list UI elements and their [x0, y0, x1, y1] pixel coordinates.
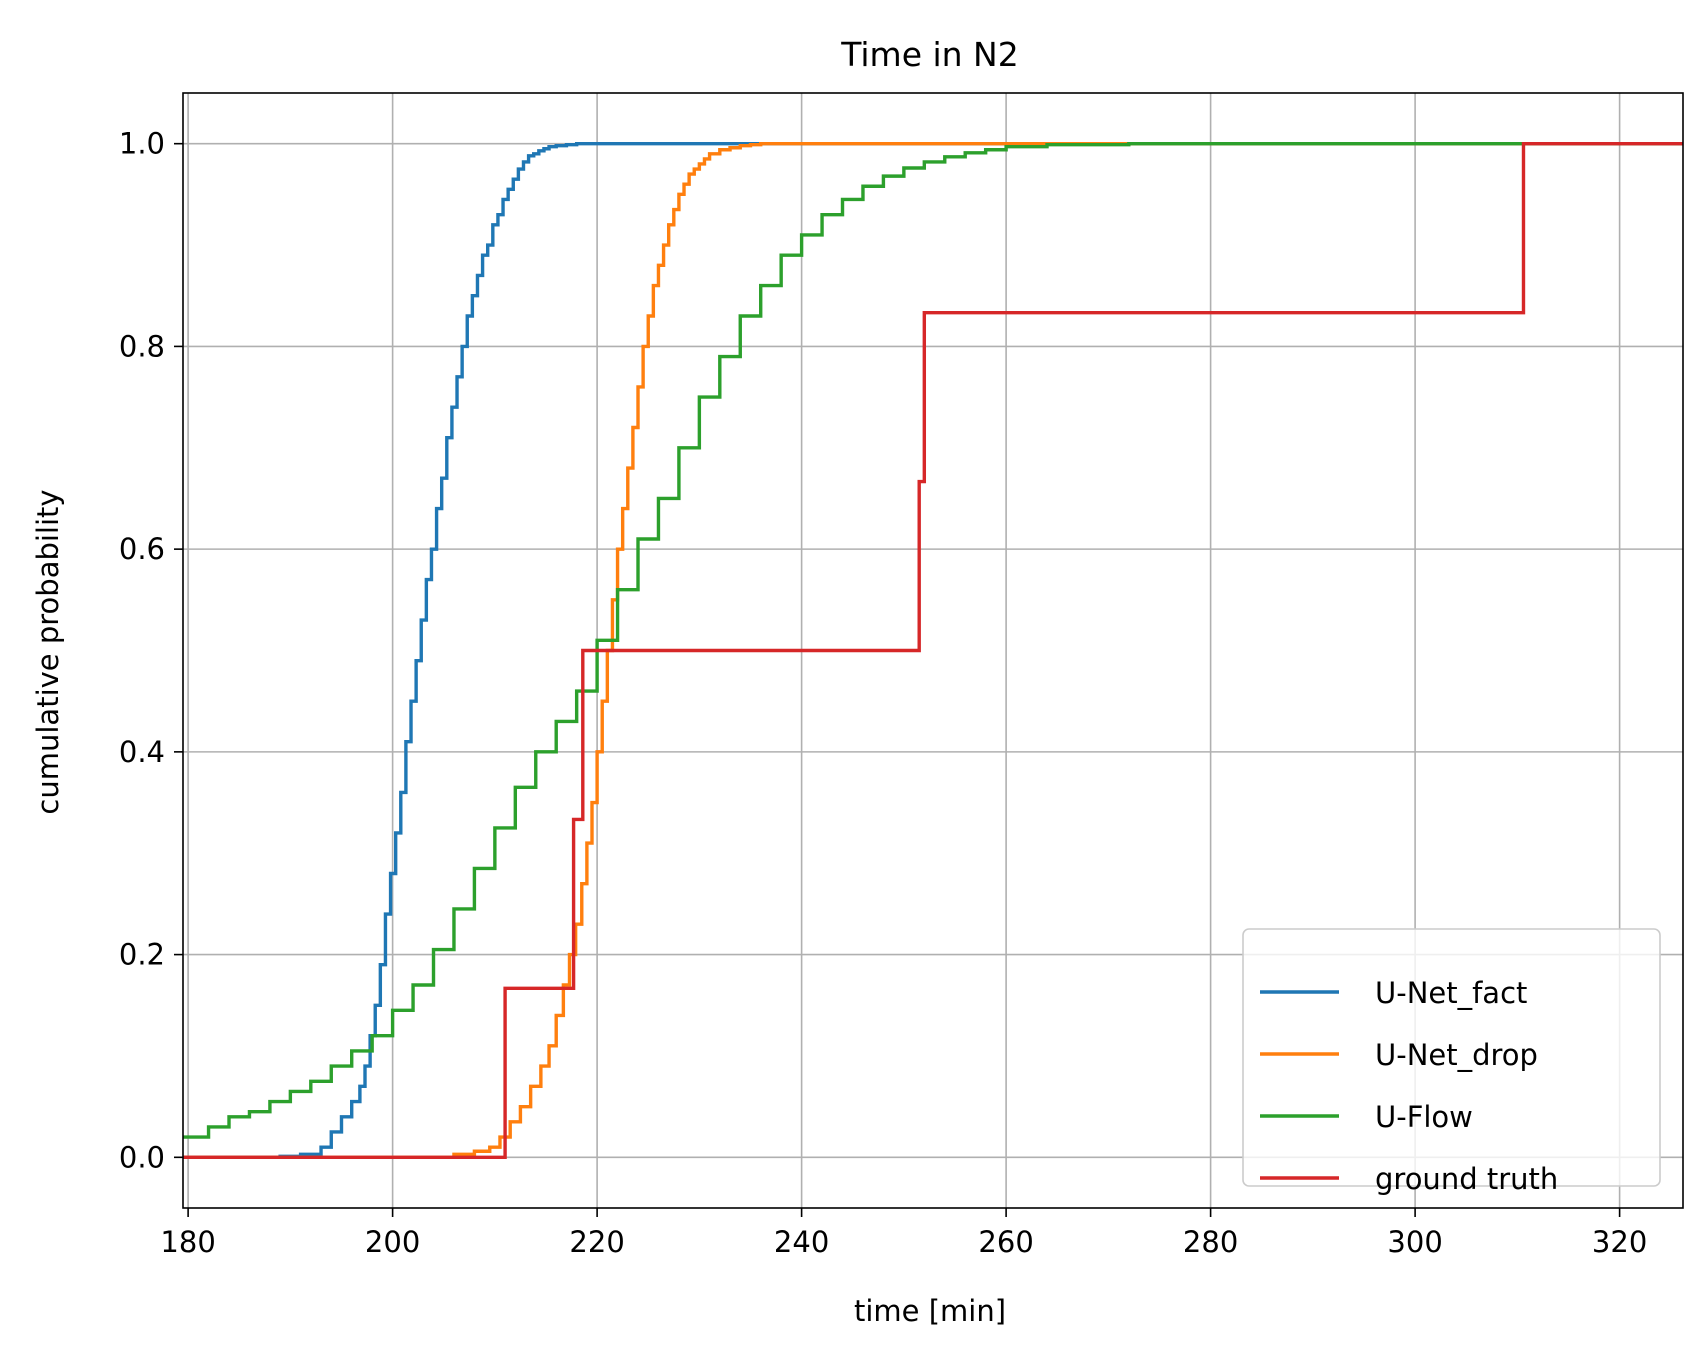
y-tick-label: 0.4 [119, 735, 165, 769]
y-axis: 0.0 0.2 0.4 0.6 0.8 1.0 [119, 127, 183, 1174]
x-tick-label: 240 [774, 1225, 829, 1259]
y-tick-label: 0.6 [119, 532, 165, 566]
legend-label: U-Flow [1375, 1100, 1473, 1134]
x-tick-label: 200 [365, 1225, 420, 1259]
plot-frame [182, 92, 1684, 1209]
x-axis-label: time [min] [854, 1294, 1006, 1328]
series-line-u-flow [183, 141, 1683, 1139]
x-tick-label: 260 [978, 1225, 1033, 1259]
x-tick-label: 220 [569, 1225, 624, 1259]
x-tick-label: 300 [1387, 1225, 1442, 1259]
legend: U-Net_fact U-Net_drop U-Flow ground truth [1242, 928, 1661, 1196]
x-axis: 180 200 220 240 260 280 300 320 [160, 1208, 1647, 1259]
y-tick-label: 0.0 [119, 1140, 165, 1174]
plot-lines [183, 141, 1683, 1160]
y-axis-label: cumulative probability [31, 489, 65, 814]
series-line-u-net-fact [183, 141, 1683, 1160]
chart-title: Time in N2 [840, 35, 1019, 74]
series-line-ground-truth [183, 141, 1683, 1160]
x-tick-label: 320 [1592, 1225, 1647, 1259]
legend-label: ground truth [1375, 1162, 1558, 1196]
y-tick-label: 1.0 [119, 127, 165, 161]
y-tick-label: 0.8 [119, 329, 165, 363]
x-tick-label: 180 [160, 1225, 215, 1259]
legend-label: U-Net_fact [1375, 976, 1527, 1010]
series-line-u-net-drop [183, 141, 1683, 1160]
legend-box [1242, 928, 1661, 1187]
y-tick-label: 0.2 [119, 938, 165, 972]
legend-label: U-Net_drop [1375, 1038, 1538, 1072]
x-tick-label: 280 [1183, 1225, 1238, 1259]
